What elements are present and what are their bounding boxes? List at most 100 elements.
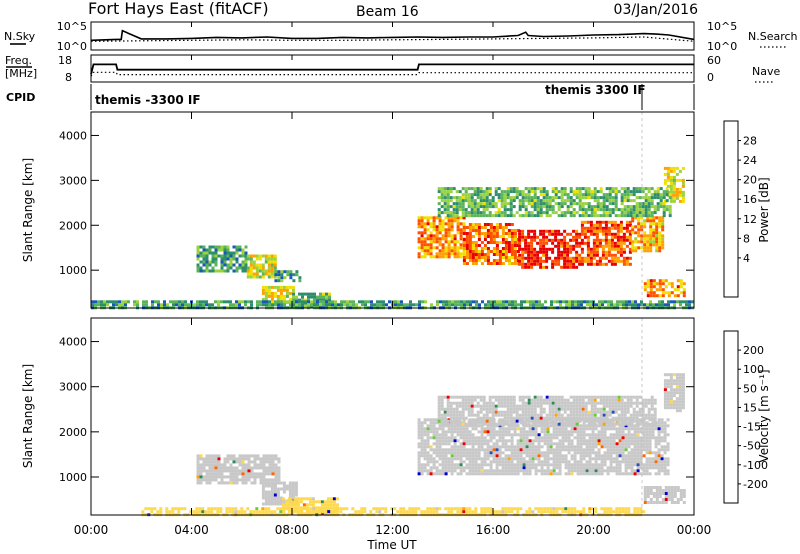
- power-cell: [441, 225, 445, 229]
- power-cell: [518, 205, 522, 209]
- power-cell: [470, 211, 474, 215]
- power-cell: [208, 251, 212, 255]
- velocity-cell: [660, 448, 664, 452]
- velocity-cell: [636, 427, 640, 431]
- velocity-cell: [253, 478, 257, 482]
- velocity-cell: [506, 398, 510, 402]
- power-cell: [652, 243, 656, 247]
- power-cell: [646, 285, 650, 289]
- velocity-cell: [501, 469, 505, 473]
- power-cell: [486, 232, 490, 235]
- power-cell: [456, 228, 460, 232]
- power-cell: [619, 253, 623, 257]
- velocity-cell: [558, 442, 562, 446]
- power-cell: [261, 288, 265, 292]
- power-cell: [584, 208, 588, 212]
- velocity-cell: [542, 422, 546, 426]
- power-cell: [602, 196, 606, 200]
- power-cell: [572, 265, 576, 269]
- velocity-cell: [566, 419, 570, 423]
- velocity-cell: [660, 439, 664, 443]
- velocity-cell: [262, 475, 266, 479]
- power-cell: [646, 279, 650, 283]
- power-cell: [343, 303, 346, 307]
- power-cell: [295, 298, 298, 302]
- velocity-cell: [546, 436, 550, 440]
- power-cell: [232, 269, 236, 273]
- velocity-cell: [513, 430, 517, 434]
- power-cell: [614, 193, 618, 197]
- power-cell: [545, 229, 549, 233]
- velocity-cell: [489, 448, 493, 452]
- velocity-cell: [641, 401, 645, 405]
- power-cell: [328, 298, 331, 302]
- power-cell: [446, 187, 450, 191]
- velocity-cell: [626, 398, 630, 402]
- power-cell: [232, 251, 236, 255]
- power-cell: [483, 244, 487, 247]
- velocity-cell: [491, 410, 495, 414]
- velocity-cell: [471, 451, 475, 455]
- velocity-cell: [452, 416, 456, 420]
- velocity-cell: [444, 448, 448, 452]
- power-cell: [557, 262, 561, 266]
- power-cell: [631, 243, 635, 247]
- power-cell: [429, 231, 433, 235]
- power-cell: [668, 211, 672, 215]
- power-cell: [196, 248, 200, 252]
- velocity-cell: [446, 401, 450, 405]
- power-cell: [452, 196, 456, 200]
- power-cell: [465, 256, 469, 259]
- velocity-cell: [632, 410, 636, 414]
- power-cell: [506, 190, 510, 194]
- velocity-cell: [543, 427, 547, 431]
- power-cell: [518, 229, 522, 233]
- velocity-cell: [654, 463, 658, 467]
- velocity-cell: [501, 442, 505, 446]
- velocity-cell: [672, 388, 676, 392]
- velocity-cell: [655, 495, 659, 498]
- velocity-cell: [485, 419, 489, 423]
- power-cell: [604, 253, 608, 257]
- power-cell: [518, 235, 522, 239]
- power-cell: [575, 256, 579, 260]
- velocity-cell: [429, 454, 433, 458]
- velocity-cell: [666, 445, 670, 449]
- power-cell: [454, 300, 457, 304]
- velocity-cell: [441, 466, 445, 470]
- power-cell: [262, 300, 265, 304]
- power-cell: [447, 240, 451, 244]
- power-cell: [205, 266, 209, 270]
- velocity-cell: [638, 401, 642, 405]
- velocity-cell: [513, 424, 517, 428]
- velocity-cell: [620, 395, 624, 399]
- velocity-cell: [235, 469, 239, 473]
- power-cell: [106, 300, 109, 304]
- velocity-cell: [566, 413, 570, 417]
- velocity-cell: [501, 430, 505, 434]
- velocity-cell: [539, 416, 543, 420]
- velocity-cell: [519, 427, 523, 431]
- velocity-cell: [567, 451, 571, 455]
- velocity-cell: [276, 481, 280, 485]
- velocity-cell: [291, 484, 295, 488]
- velocity-cell: [549, 445, 553, 449]
- power-cell: [235, 257, 239, 261]
- power-cell: [539, 202, 543, 206]
- velocity-cell: [268, 454, 272, 458]
- velocity-cell: [489, 433, 493, 437]
- velocity-cell: [211, 460, 215, 464]
- velocity-cell: [648, 463, 652, 467]
- velocity-cell: [567, 460, 571, 464]
- velocity-cell: [238, 454, 242, 458]
- velocity-cell: [632, 407, 636, 411]
- power-cell: [604, 235, 608, 239]
- power-cell: [578, 214, 582, 218]
- power-cell: [647, 205, 651, 209]
- velocity-cell: [438, 433, 442, 437]
- velocity-cell: [437, 410, 441, 414]
- velocity-cell: [516, 451, 520, 455]
- power-cell: [232, 263, 236, 267]
- velocity-cell: [545, 398, 549, 402]
- velocity-cell: [500, 398, 504, 402]
